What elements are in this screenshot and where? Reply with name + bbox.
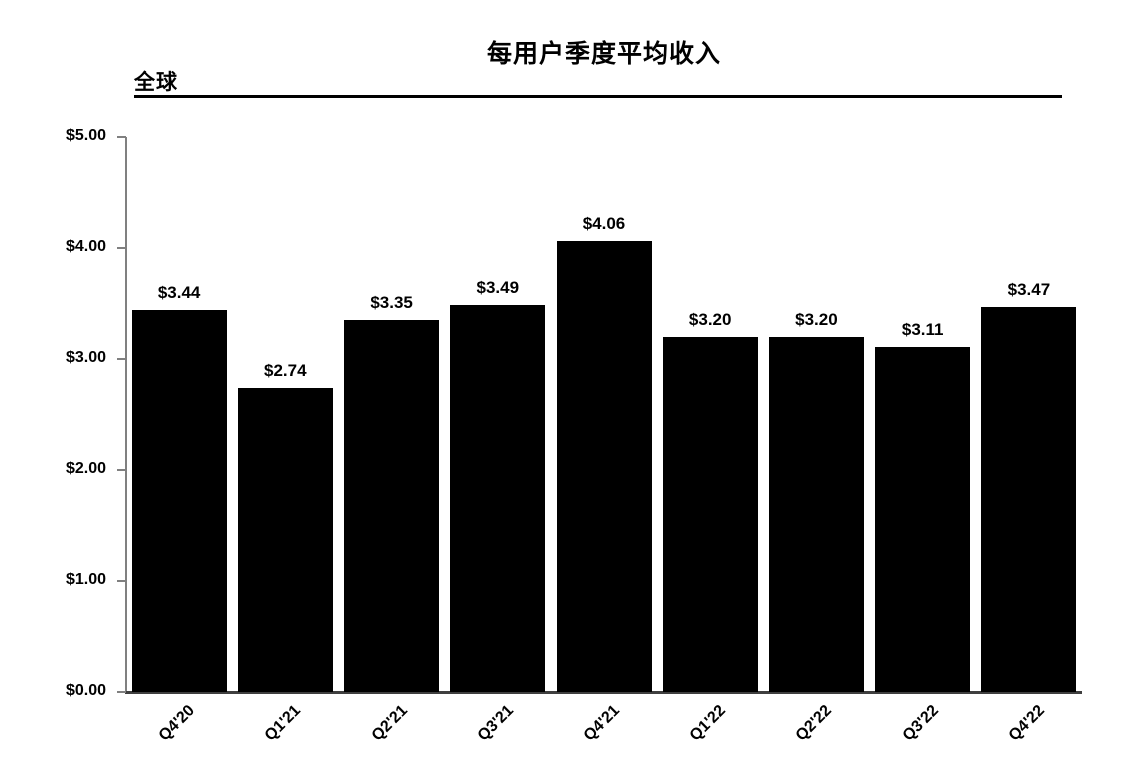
y-tick-label: $2.00 bbox=[65, 460, 106, 477]
x-tick-label: Q4'22 bbox=[1005, 702, 1048, 745]
bar-value-label: $3.20 bbox=[795, 309, 838, 329]
y-tick-label: $0.00 bbox=[65, 682, 106, 699]
bar bbox=[131, 310, 227, 692]
y-tick-mark bbox=[117, 580, 126, 582]
y-tick-mark bbox=[117, 136, 126, 138]
y-tick-label: $4.00 bbox=[65, 238, 106, 255]
bar bbox=[662, 336, 758, 692]
y-tick-label: $5.00 bbox=[65, 127, 106, 144]
x-tick-label: Q4'20 bbox=[155, 702, 199, 745]
bar bbox=[768, 336, 864, 692]
y-tick-label: $1.00 bbox=[65, 571, 106, 588]
x-tick-label: Q1'21 bbox=[261, 702, 305, 745]
y-tick-mark bbox=[117, 358, 126, 360]
bar-value-label: $3.44 bbox=[157, 283, 201, 303]
bar bbox=[981, 306, 1077, 692]
x-tick-label: Q2'22 bbox=[793, 702, 836, 745]
bar-value-label: $3.35 bbox=[370, 293, 413, 313]
bar bbox=[344, 320, 440, 692]
bar-value-label: $4.06 bbox=[582, 214, 626, 234]
x-tick-label: Q3'22 bbox=[899, 702, 942, 745]
bar-value-label: $3.49 bbox=[476, 277, 520, 297]
bar-value-label: $3.47 bbox=[1007, 279, 1051, 299]
y-axis-line bbox=[125, 137, 127, 693]
x-tick-label: Q3'21 bbox=[474, 702, 517, 745]
y-tick-label: $3.00 bbox=[65, 349, 106, 366]
x-tick-label: Q2'21 bbox=[368, 702, 411, 745]
bar bbox=[450, 304, 546, 692]
subtitle-underline bbox=[134, 95, 1062, 98]
bar-value-label: $3.11 bbox=[901, 319, 944, 339]
chart-subtitle: 全球 bbox=[134, 71, 178, 94]
bar-value-label: $3.20 bbox=[688, 309, 732, 329]
bar-value-label: $2.74 bbox=[264, 360, 307, 380]
bar bbox=[556, 241, 652, 692]
y-tick-mark bbox=[117, 469, 126, 471]
x-axis-line bbox=[125, 691, 1082, 694]
bar bbox=[237, 387, 333, 692]
x-tick-label: Q1'22 bbox=[686, 702, 730, 745]
y-tick-mark bbox=[117, 247, 126, 249]
chart-title: 每用户季度平均收入 bbox=[486, 40, 721, 68]
bar bbox=[875, 346, 971, 692]
y-tick-mark bbox=[117, 691, 126, 693]
x-tick-label: Q4'21 bbox=[580, 702, 624, 745]
